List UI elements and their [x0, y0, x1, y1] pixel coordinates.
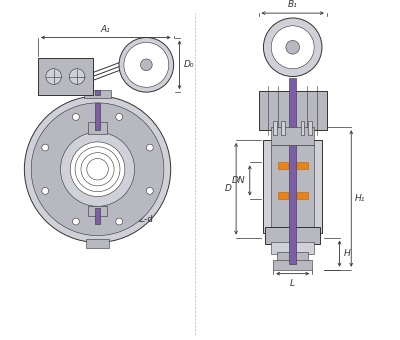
Circle shape	[69, 69, 85, 84]
Bar	[273, 260, 312, 270]
Circle shape	[72, 114, 79, 120]
Bar	[56, 69, 75, 90]
Bar	[297, 163, 308, 169]
Bar	[271, 242, 314, 254]
Bar	[258, 91, 327, 130]
Circle shape	[119, 37, 174, 92]
Text: Z-d: Z-d	[138, 216, 154, 224]
Bar	[95, 103, 100, 130]
Bar	[297, 192, 308, 199]
Text: DN: DN	[232, 176, 246, 185]
Bar	[86, 239, 109, 248]
Text: H₁: H₁	[355, 194, 366, 203]
Circle shape	[116, 218, 123, 225]
Bar	[271, 127, 314, 145]
Circle shape	[140, 59, 152, 71]
Bar	[308, 121, 312, 135]
Circle shape	[146, 187, 153, 194]
Circle shape	[72, 218, 79, 225]
Circle shape	[42, 144, 49, 151]
Circle shape	[42, 187, 49, 194]
Bar	[264, 140, 322, 233]
Circle shape	[271, 26, 314, 69]
Circle shape	[264, 18, 322, 76]
Bar	[95, 208, 100, 224]
Circle shape	[46, 69, 62, 84]
Text: B₁: B₁	[288, 0, 298, 9]
Bar	[300, 121, 304, 135]
Bar	[88, 206, 107, 216]
Bar	[281, 121, 285, 135]
Circle shape	[146, 144, 153, 151]
Bar	[84, 90, 111, 98]
Bar	[289, 79, 296, 264]
Text: A₁: A₁	[101, 24, 111, 34]
Circle shape	[286, 40, 300, 54]
Bar	[265, 227, 320, 244]
Circle shape	[124, 42, 169, 87]
Text: D: D	[224, 184, 231, 193]
Circle shape	[116, 114, 123, 120]
Text: D₀: D₀	[184, 60, 194, 69]
Bar	[278, 163, 288, 169]
Text: D₁: D₁	[136, 191, 147, 200]
Bar	[277, 252, 308, 262]
Circle shape	[31, 103, 164, 236]
Bar	[271, 145, 314, 228]
Bar	[278, 192, 288, 199]
Text: H: H	[344, 249, 350, 258]
Bar	[88, 122, 107, 134]
Circle shape	[60, 132, 135, 206]
Circle shape	[70, 142, 125, 197]
Bar	[273, 121, 277, 135]
Bar	[38, 58, 93, 95]
Text: L: L	[290, 278, 295, 288]
Bar	[58, 86, 72, 94]
Bar	[95, 90, 100, 95]
Circle shape	[24, 96, 171, 242]
